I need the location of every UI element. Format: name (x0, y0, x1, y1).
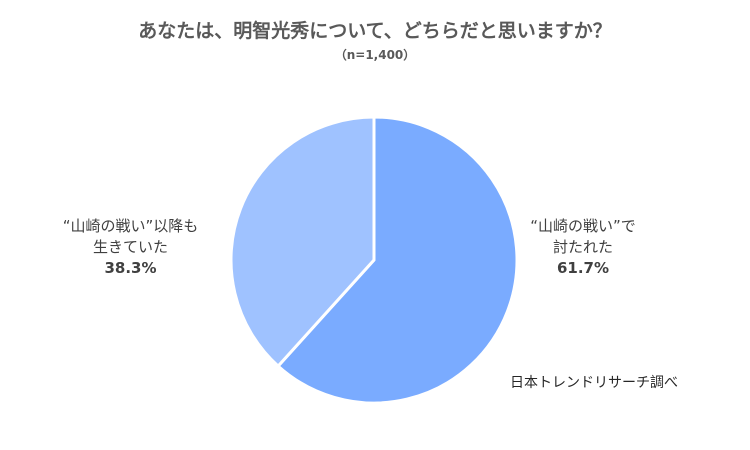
pie-slice-alive (229, 115, 376, 368)
slice-label-alive: “山崎の戦い”以降も 生きていた 38.3% (48, 216, 213, 279)
slice-label-killed: “山崎の戦い”で 討たれた 61.7% (508, 216, 658, 279)
slice-value-killed: 61.7% (556, 259, 610, 277)
slice-label-killed-line-2: 討たれた (552, 238, 613, 256)
chart-subtitle: （n=1,400） (334, 48, 416, 62)
chart-title: あなたは、明智光秀について、どちらだと思いますか？ (138, 20, 612, 42)
source-note: 日本トレンドリサーチ調べ (510, 375, 678, 391)
slice-value-alive: 38.3% (104, 259, 157, 277)
slice-label-alive-line-2: 生きていた (92, 238, 168, 256)
pie-slice-killed (276, 115, 519, 405)
slice-label-killed-line-1: “山崎の戦い”で (530, 217, 636, 235)
slice-label-alive-line-1: “山崎の戦い”以降も (62, 217, 199, 235)
